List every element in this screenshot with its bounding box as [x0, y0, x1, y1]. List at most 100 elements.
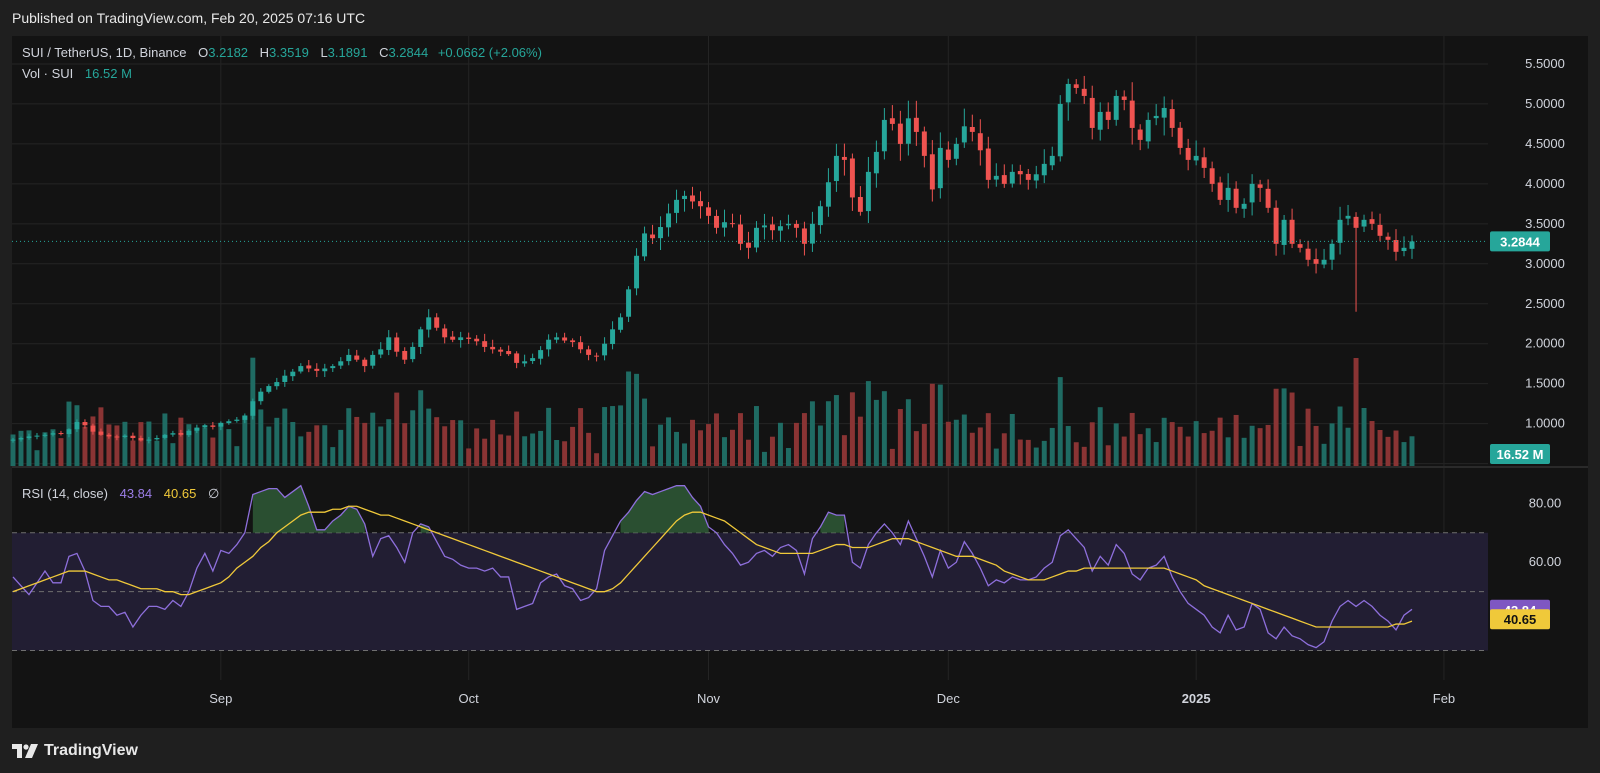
- candle[interactable]: [98, 431, 104, 435]
- candle[interactable]: [258, 391, 264, 402]
- candle[interactable]: [50, 433, 56, 435]
- candle[interactable]: [138, 438, 144, 441]
- candle[interactable]: [929, 154, 935, 190]
- candle[interactable]: [969, 127, 975, 132]
- candle[interactable]: [610, 329, 616, 344]
- candle[interactable]: [1353, 216, 1359, 228]
- candle[interactable]: [1097, 111, 1103, 130]
- candle[interactable]: [801, 228, 807, 244]
- candle[interactable]: [1161, 107, 1167, 118]
- candle[interactable]: [714, 215, 719, 228]
- candle[interactable]: [130, 435, 136, 439]
- candle[interactable]: [354, 355, 360, 360]
- candle[interactable]: [18, 438, 24, 440]
- candle[interactable]: [873, 151, 879, 174]
- candle[interactable]: [1025, 173, 1031, 180]
- candle[interactable]: [338, 361, 344, 366]
- candle[interactable]: [777, 226, 783, 231]
- candle[interactable]: [570, 340, 576, 343]
- candle[interactable]: [1217, 182, 1223, 200]
- candle[interactable]: [242, 415, 248, 420]
- candle[interactable]: [1145, 119, 1151, 142]
- candle[interactable]: [594, 355, 600, 357]
- candle[interactable]: [1289, 219, 1295, 244]
- candle[interactable]: [74, 422, 80, 430]
- candle[interactable]: [1281, 219, 1287, 245]
- candle[interactable]: [650, 234, 656, 239]
- candle[interactable]: [1393, 240, 1399, 252]
- candle[interactable]: [833, 155, 839, 182]
- candle[interactable]: [1233, 188, 1239, 208]
- candle[interactable]: [58, 433, 64, 435]
- candle[interactable]: [953, 143, 959, 159]
- candle[interactable]: [1337, 219, 1343, 243]
- candle[interactable]: [1057, 103, 1063, 157]
- candle[interactable]: [218, 422, 224, 427]
- candle[interactable]: [793, 223, 799, 228]
- candle[interactable]: [1313, 259, 1319, 264]
- candle[interactable]: [1297, 244, 1303, 248]
- candle[interactable]: [26, 436, 32, 438]
- candle[interactable]: [202, 425, 208, 428]
- candle[interactable]: [1241, 203, 1247, 209]
- candle[interactable]: [658, 227, 664, 239]
- candle[interactable]: [849, 158, 855, 198]
- candle[interactable]: [690, 195, 695, 202]
- brand[interactable]: TradingView: [12, 742, 138, 760]
- candle[interactable]: [905, 118, 911, 144]
- candle[interactable]: [458, 337, 464, 341]
- candle[interactable]: [1041, 163, 1047, 176]
- candle[interactable]: [122, 435, 128, 437]
- candle[interactable]: [226, 421, 232, 424]
- candle[interactable]: [490, 346, 496, 350]
- candle[interactable]: [881, 119, 887, 152]
- candle[interactable]: [634, 255, 640, 289]
- candle[interactable]: [10, 439, 16, 441]
- candle[interactable]: [1169, 109, 1175, 128]
- candle[interactable]: [698, 201, 703, 207]
- candle[interactable]: [961, 126, 967, 143]
- candle[interactable]: [170, 433, 176, 435]
- candle[interactable]: [761, 225, 767, 228]
- candle[interactable]: [785, 223, 791, 226]
- candle[interactable]: [578, 342, 584, 350]
- candle[interactable]: [1129, 100, 1135, 128]
- candle[interactable]: [1033, 174, 1039, 181]
- symbol-title[interactable]: SUI / TetherUS, 1D, Binance: [22, 45, 187, 60]
- candle[interactable]: [1409, 241, 1415, 249]
- candle[interactable]: [538, 350, 544, 359]
- candle[interactable]: [474, 338, 480, 342]
- candle[interactable]: [1273, 207, 1279, 244]
- candle[interactable]: [402, 350, 408, 360]
- candle[interactable]: [298, 366, 304, 372]
- candle[interactable]: [66, 429, 72, 435]
- candle[interactable]: [306, 365, 312, 369]
- candle[interactable]: [530, 358, 536, 362]
- candle[interactable]: [378, 349, 384, 355]
- candle[interactable]: [1369, 219, 1375, 224]
- candle[interactable]: [506, 351, 512, 355]
- candle[interactable]: [1265, 188, 1271, 208]
- candle[interactable]: [186, 430, 192, 436]
- candle[interactable]: [1345, 215, 1351, 219]
- candle[interactable]: [1385, 236, 1391, 240]
- candle[interactable]: [546, 339, 552, 350]
- candle[interactable]: [178, 432, 184, 435]
- candle[interactable]: [394, 337, 400, 352]
- candle[interactable]: [738, 224, 743, 244]
- candle[interactable]: [234, 419, 240, 421]
- candle[interactable]: [985, 148, 991, 180]
- candle[interactable]: [857, 196, 863, 212]
- candle[interactable]: [1177, 127, 1183, 148]
- candle[interactable]: [618, 317, 624, 330]
- candle[interactable]: [210, 425, 216, 427]
- candle[interactable]: [1009, 171, 1015, 184]
- candle[interactable]: [362, 359, 368, 367]
- candle[interactable]: [314, 368, 320, 371]
- candle[interactable]: [945, 149, 951, 160]
- candle[interactable]: [514, 353, 520, 363]
- candle[interactable]: [730, 223, 735, 225]
- candle[interactable]: [266, 386, 272, 392]
- candle[interactable]: [769, 224, 775, 231]
